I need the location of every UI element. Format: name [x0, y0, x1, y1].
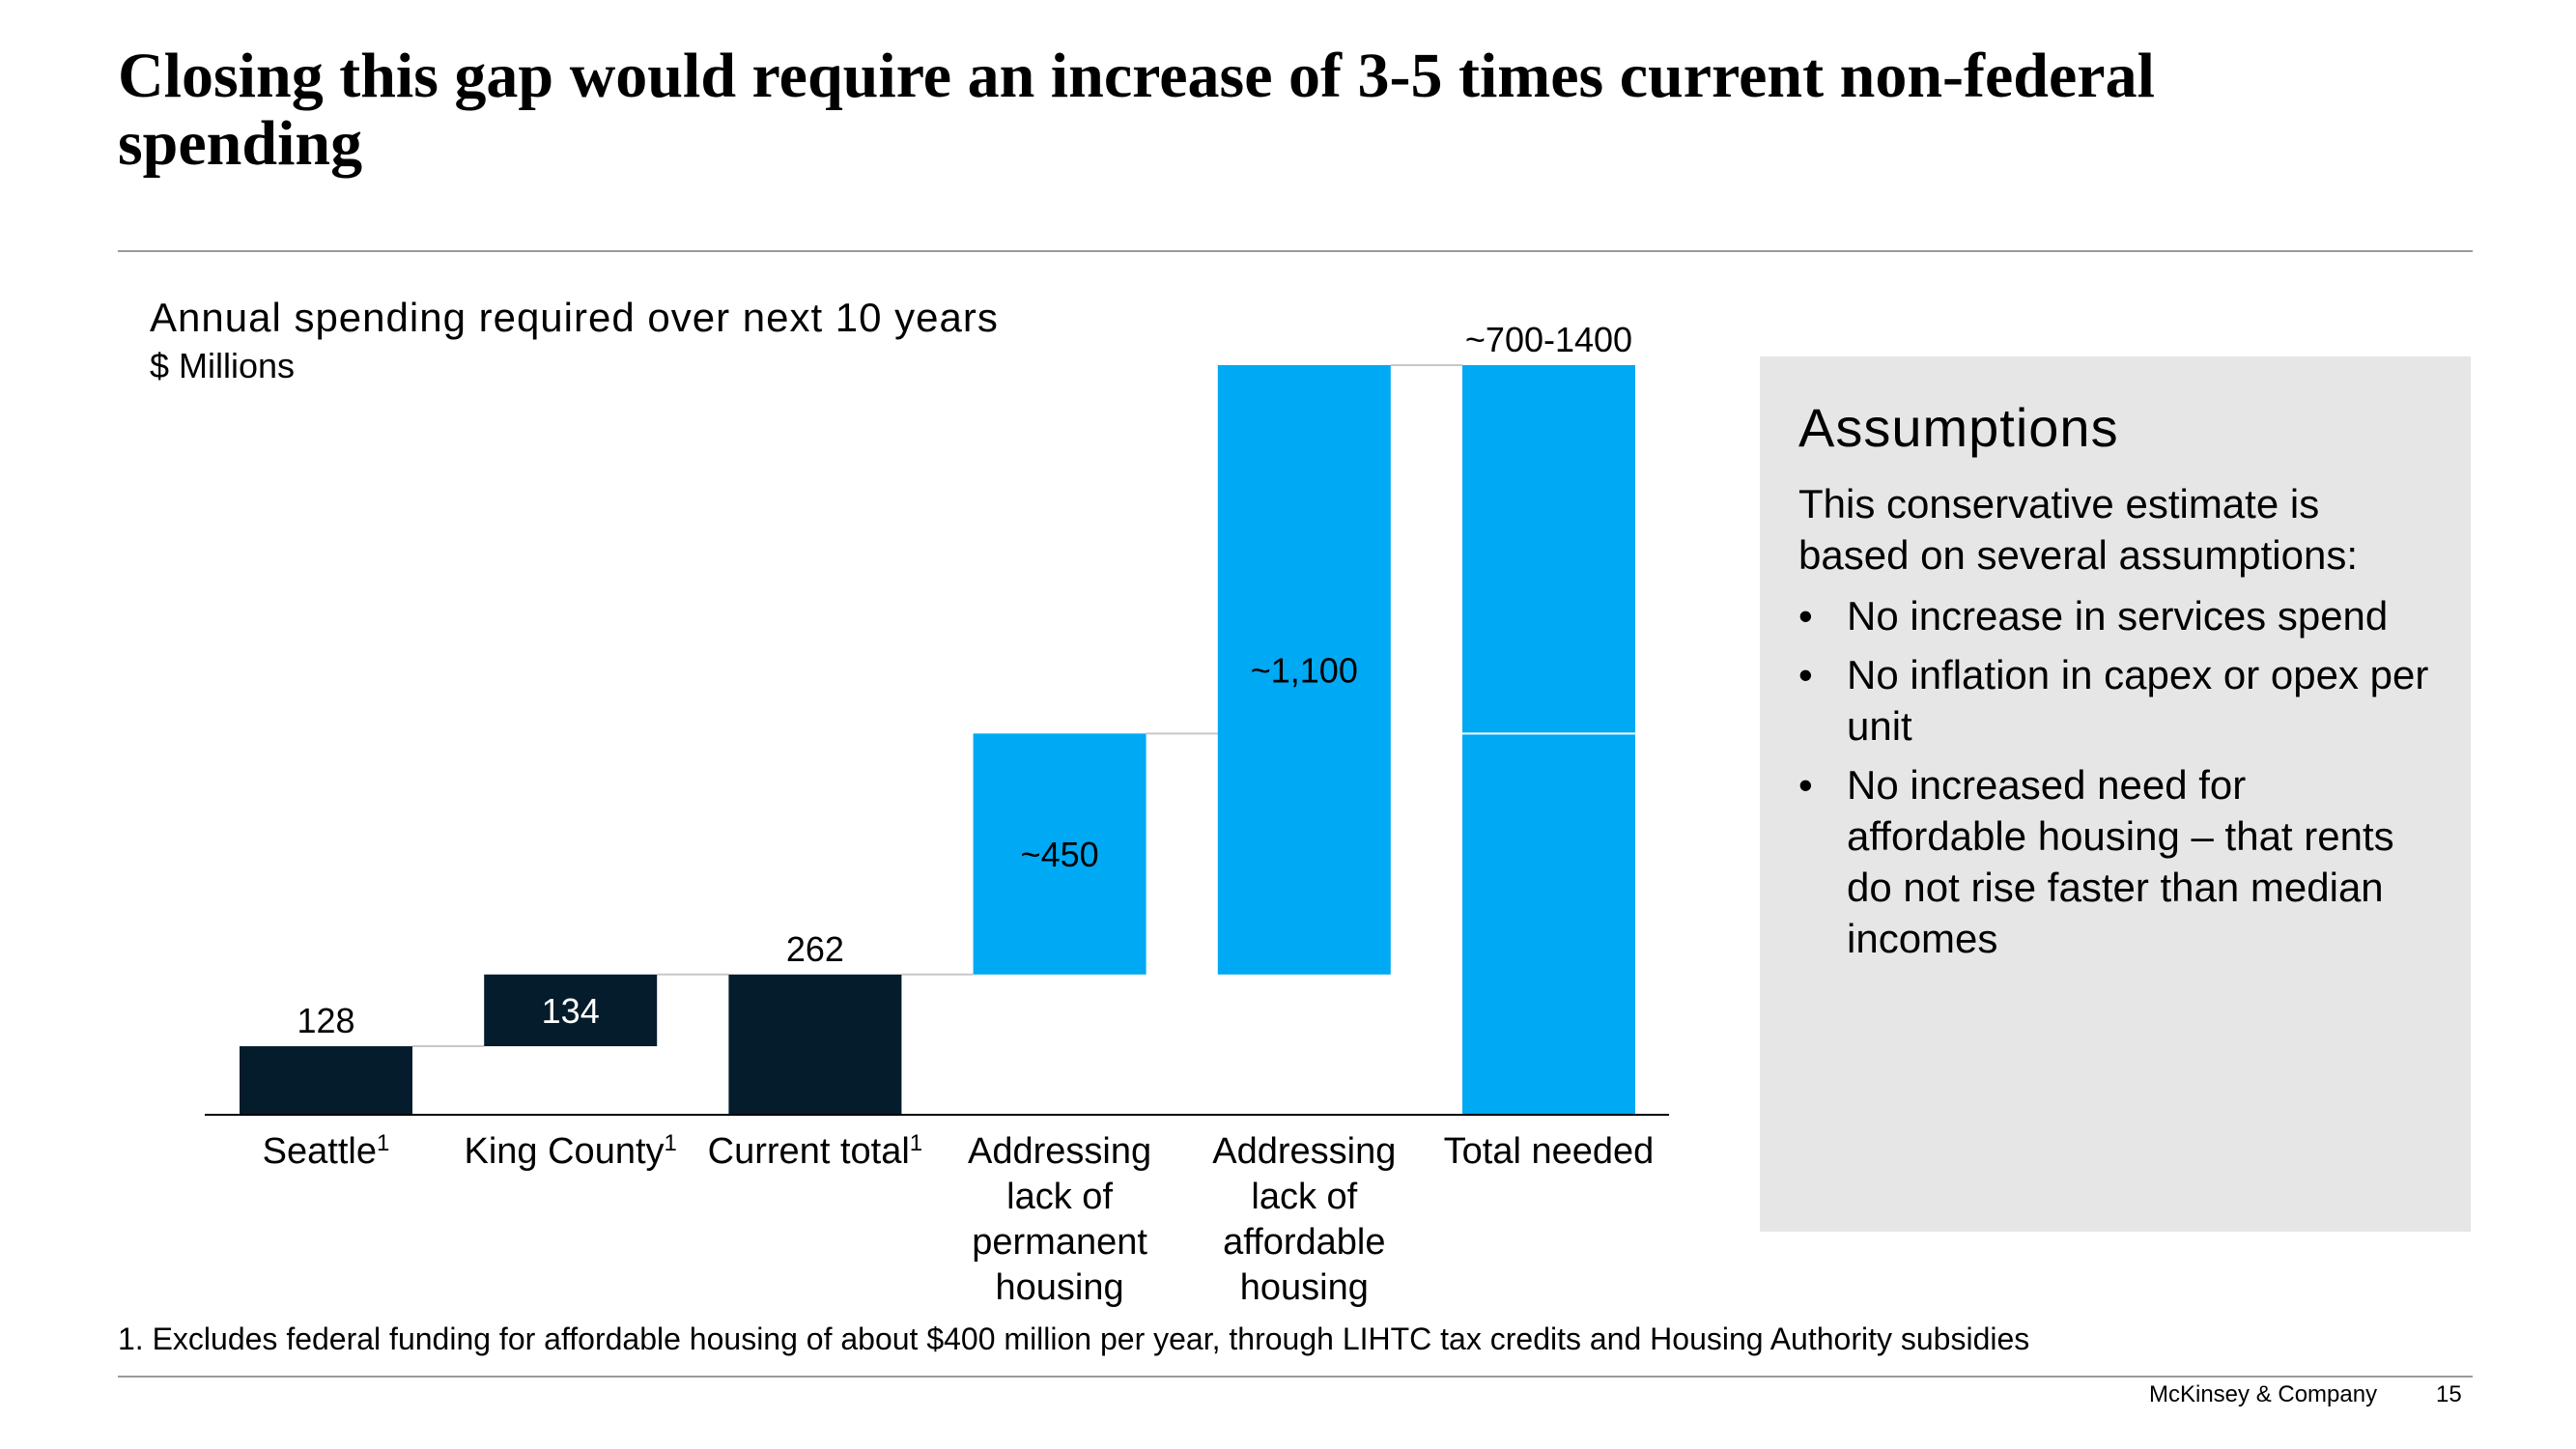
page-title: Closing this gap would require an increa…	[118, 41, 2155, 179]
footnote: 1. Excludes federal funding for affordab…	[118, 1321, 2030, 1356]
bullet-icon: •	[1798, 593, 1813, 639]
brand-name: McKinsey & Company	[2149, 1381, 2378, 1407]
data-label: 128	[297, 1001, 354, 1040]
assumptions-heading: Assumptions	[1798, 397, 2119, 458]
data-label: ~700-1400	[1465, 320, 1632, 359]
bar	[1462, 365, 1635, 1115]
data-label: ~450	[1021, 835, 1099, 874]
data-label: 262	[786, 929, 844, 969]
footer-divider	[118, 1376, 2473, 1378]
data-label: ~1,100	[1251, 650, 1358, 690]
assumption-item: • No increased need for affordable housin…	[1798, 759, 2432, 964]
bullet-icon: •	[1798, 762, 1813, 808]
category-label: Addressing lack of permanent housing	[968, 1131, 1151, 1308]
assumptions-intro: This conservative estimate is based on s…	[1798, 481, 2358, 578]
category-label: Total needed	[1444, 1131, 1655, 1172]
data-label: 134	[542, 991, 600, 1031]
title-divider	[118, 250, 2473, 252]
chart-title: Annual spending required over next 10 ye…	[150, 295, 999, 340]
assumptions-panel: Assumptions This conservative estimate i…	[1760, 356, 2471, 1232]
bar	[240, 1046, 412, 1115]
bar	[1217, 365, 1391, 975]
category-label: Addressing lack of affordable housing	[1212, 1131, 1396, 1308]
category-label: Current total1	[708, 1130, 922, 1173]
assumptions-list: • No increase in services spend • No infla…	[1798, 590, 2432, 964]
category-label: King County1	[465, 1130, 677, 1173]
bar	[484, 974, 658, 1047]
page-number: 15	[2436, 1381, 2462, 1407]
waterfall-chart: 128 134 262 ~450 ~1,100 ~700-1400 Seattle1 King…	[205, 320, 1669, 1308]
assumption-item: • No increase in services spend	[1798, 590, 2432, 641]
bullet-icon: •	[1798, 652, 1813, 697]
bar	[973, 733, 1146, 975]
assumption-item: • No inflation in capex or opex per unit	[1798, 649, 2432, 752]
chart-unit: $ Millions	[150, 346, 296, 385]
bar	[728, 974, 902, 1115]
category-label: Seattle1	[263, 1130, 390, 1173]
